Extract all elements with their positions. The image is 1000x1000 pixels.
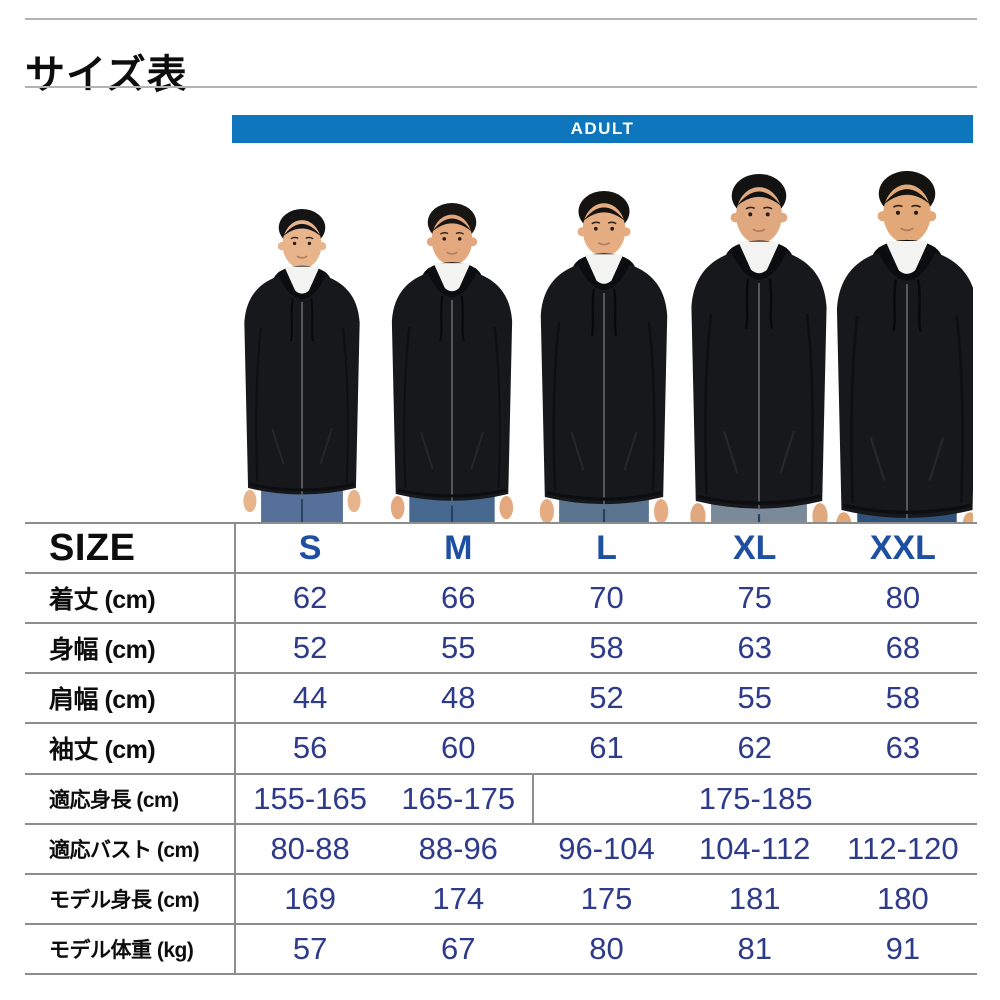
cell-value: 81	[680, 925, 829, 975]
row-label-5: 適応バスト (cm)	[25, 824, 236, 875]
cell-value: 61	[532, 724, 681, 775]
cell-value: 75	[680, 574, 829, 625]
cell-value: 52	[236, 624, 385, 675]
cell-value: 67	[384, 925, 533, 975]
cell-value: 180	[828, 875, 977, 925]
cell-value: 58	[828, 674, 977, 725]
row-label-7: モデル体重 (kg)	[25, 924, 236, 975]
cell-value: 70	[532, 574, 681, 625]
cell-value: 155-165	[236, 775, 385, 825]
cell-value: 57	[236, 925, 385, 975]
cell-value: 80	[828, 574, 977, 625]
top-rule	[25, 18, 977, 20]
cell-value: 56	[236, 724, 385, 775]
column-header-S: S	[236, 524, 385, 575]
cell-value: 52	[532, 674, 681, 725]
cell-value: 104-112	[680, 825, 829, 875]
size-table-header-label: SIZE	[25, 524, 236, 575]
adult-banner: ADULT	[232, 115, 973, 143]
cell-value: 55	[680, 674, 829, 725]
size-table: SIZE S M L XL XXL 着丈 (cm) 62 66 70 75 80 身幅 (cm) 52 55…	[25, 522, 977, 975]
model-figure-3	[539, 191, 669, 522]
row-label-4: 適応身長 (cm)	[25, 774, 236, 825]
cell-value: 96-104	[532, 825, 681, 875]
column-header-XXL: XXL	[828, 524, 977, 575]
model-figure-1	[243, 209, 361, 522]
cell-value: 62	[680, 724, 829, 775]
cell-value: 66	[384, 574, 533, 625]
cell-value: 175	[532, 875, 681, 925]
cell-value: 63	[680, 624, 829, 675]
cell-value: 174	[384, 875, 533, 925]
cell-value: 60	[384, 724, 533, 775]
cell-value: 169	[236, 875, 385, 925]
row-label-0: 着丈 (cm)	[25, 574, 236, 625]
row-label-2: 肩幅 (cm)	[25, 674, 236, 725]
cell-value: 165-175	[384, 775, 533, 825]
model-figure-4	[690, 174, 828, 522]
cell-value: 80	[532, 925, 681, 975]
model-figure-5	[836, 171, 973, 522]
cell-value: 68	[828, 624, 977, 675]
row-label-3: 袖丈 (cm)	[25, 724, 236, 775]
column-header-M: M	[384, 524, 533, 575]
row-label-1: 身幅 (cm)	[25, 624, 236, 675]
cell-value: 48	[384, 674, 533, 725]
page-title: サイズ表	[25, 52, 188, 97]
cell-value: 175-185	[532, 774, 977, 825]
under-title-rule	[25, 86, 977, 88]
model-figure-2	[390, 203, 514, 522]
column-header-L: L	[532, 524, 681, 575]
cell-value: 63	[828, 724, 977, 775]
row-label-6: モデル身長 (cm)	[25, 874, 236, 925]
cell-value: 80-88	[236, 825, 385, 875]
cell-value: 88-96	[384, 825, 533, 875]
cell-value: 44	[236, 674, 385, 725]
adult-banner-label: ADULT	[570, 119, 635, 138]
cell-value: 91	[828, 925, 977, 975]
cell-value: 58	[532, 624, 681, 675]
models-photo	[232, 143, 973, 522]
cell-value: 181	[680, 875, 829, 925]
cell-value: 62	[236, 574, 385, 625]
column-header-XL: XL	[680, 524, 829, 575]
cell-value: 112-120	[828, 825, 977, 875]
cell-value: 55	[384, 624, 533, 675]
